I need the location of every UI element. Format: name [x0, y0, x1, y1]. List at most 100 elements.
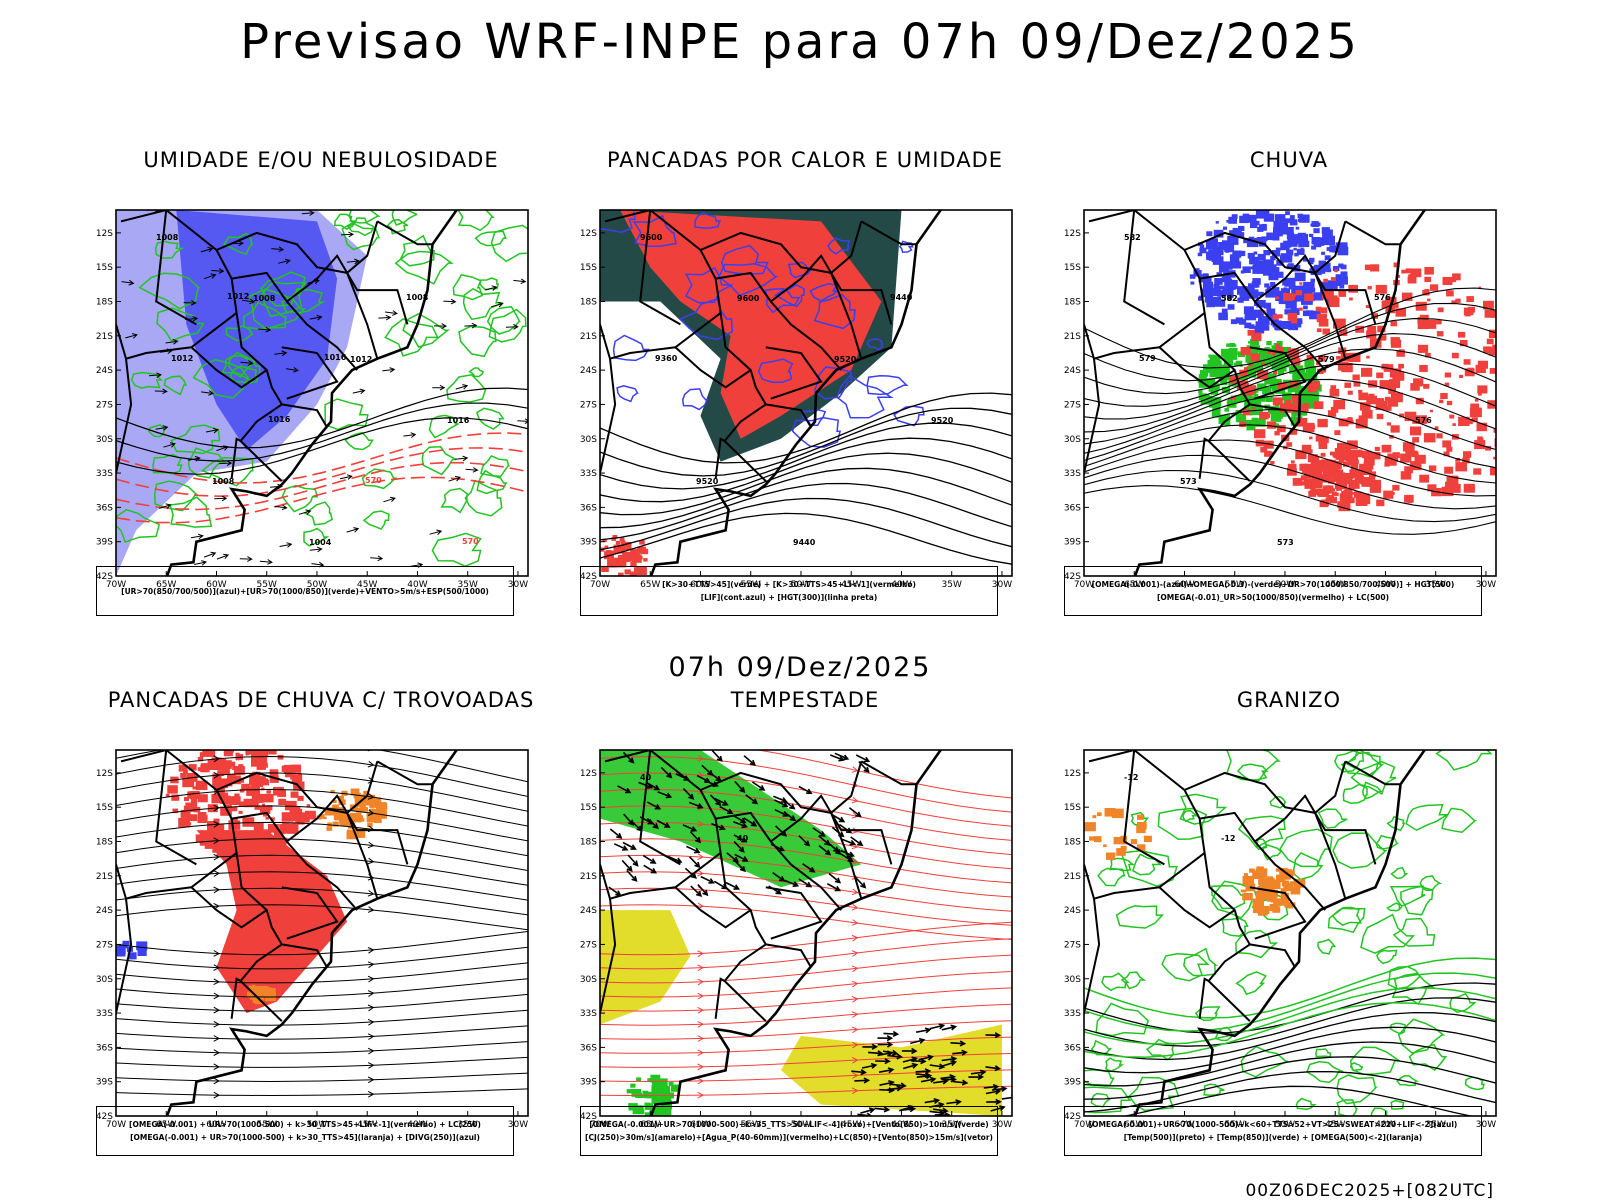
- omega-red-patch: [1367, 286, 1372, 290]
- omega-red-patch: [1392, 484, 1400, 491]
- instability-red-patch: [604, 545, 609, 549]
- convection-red-patch: [228, 820, 241, 830]
- omega500-orange-patch: [1269, 903, 1279, 912]
- omega-blue-patch: [1263, 302, 1272, 309]
- omega-blue-patch: [1254, 325, 1265, 334]
- omega-red-patch: [1310, 464, 1322, 474]
- temp850-contour: [1441, 807, 1477, 833]
- wind850-vector: [924, 1097, 941, 1105]
- omega-blue-patch: [1243, 238, 1250, 244]
- omega-blue-patch: [1258, 224, 1267, 231]
- omega-red-patch: [1475, 364, 1486, 373]
- omega500-orange-patch: [1270, 899, 1275, 903]
- precip-water-streamline: [600, 1036, 1012, 1054]
- wind-vector: [201, 390, 215, 396]
- convection-red-patch: [255, 776, 266, 785]
- omega-blue-patch: [1271, 250, 1281, 257]
- wind-vector: [465, 467, 479, 473]
- wind850-vector: [711, 822, 726, 831]
- humidity-green-contour: [452, 274, 484, 301]
- omega-red-patch: [1339, 329, 1348, 336]
- omega-blue-patch: [1206, 251, 1216, 260]
- omega-blue-patch: [1215, 221, 1219, 224]
- omega-red-patch: [1251, 332, 1262, 341]
- political-border: [155, 750, 197, 866]
- instability-red-patch: [613, 544, 625, 554]
- political-border: [216, 221, 379, 274]
- wind850-vector: [689, 856, 701, 869]
- omega500-orange-patch: [1106, 852, 1116, 860]
- streamline-arrow: [367, 961, 375, 969]
- wind-vector: [216, 445, 229, 452]
- convection-red-patch: [233, 796, 238, 800]
- omega-blue-patch: [1252, 264, 1264, 274]
- wind850-vector: [875, 1058, 891, 1065]
- forecast-map: 404012S15S18S21S24S27S30S33S36S39S42S70W…: [580, 749, 1013, 1128]
- omega-blue-patch: [1280, 288, 1290, 296]
- omega500-orange-patch: [1137, 814, 1144, 820]
- political-border: [125, 852, 238, 900]
- omega-blue-patch: [1224, 277, 1230, 282]
- omega-blue-patch: [1253, 251, 1258, 255]
- omega-red-patch: [1427, 298, 1431, 302]
- omega-red-patch: [1257, 370, 1269, 380]
- omega-blue-patch: [1198, 296, 1204, 301]
- wind850-green-patch: [644, 1112, 650, 1116]
- omega-red-patch: [1512, 436, 1519, 442]
- omega-red-patch: [1446, 290, 1454, 297]
- omega-red-patch: [1246, 385, 1257, 393]
- hgt500-contour: [1084, 424, 1496, 484]
- streamline-arrow: [697, 1063, 705, 1071]
- omega-red-patch: [1504, 337, 1512, 343]
- wind850-vector: [861, 1062, 878, 1069]
- lat-tick-label: 42S: [1064, 1112, 1081, 1122]
- omega-red-patch: [1386, 406, 1392, 411]
- hgt500-contour: [1084, 469, 1496, 523]
- temp850-contour: [1221, 917, 1249, 937]
- omega-red-patch: [1519, 321, 1524, 326]
- streamline: [116, 772, 528, 812]
- wind850-vector: [902, 1062, 919, 1070]
- wind850-vector: [874, 1106, 891, 1113]
- lifted-index-contour: [866, 375, 909, 396]
- convection-red-patch: [195, 780, 208, 791]
- omega-green-patch: [1296, 369, 1306, 376]
- lat-tick-label: 42S: [1064, 572, 1081, 582]
- convection-orange-patch: [338, 799, 346, 806]
- lat-tick-label: 36S: [580, 1043, 597, 1053]
- streamline: [116, 978, 528, 998]
- omega-green-patch: [1235, 360, 1243, 366]
- lon-tick-label: 60W: [206, 1120, 226, 1128]
- lat-tick-label: 18S: [580, 298, 597, 308]
- omega-green-patch: [1224, 407, 1230, 412]
- omega-red-patch: [1348, 417, 1353, 421]
- omega-red-patch: [1318, 442, 1328, 449]
- hgt300-contour: [600, 467, 1012, 529]
- omega-blue-patch: [1194, 268, 1200, 272]
- hgt300-contour: [600, 497, 1012, 551]
- wind-vector: [429, 529, 443, 535]
- omega-green-patch: [1304, 396, 1310, 401]
- streamline-arrow: [697, 1021, 705, 1028]
- omega-red-patch: [1410, 450, 1418, 457]
- omega500-orange-patch: [1262, 869, 1266, 872]
- panel-umidade: UMIDADE E/OU NEBULOSIDADE 1008 1008 1012 10…: [86, 148, 556, 628]
- omega-green-patch: [1226, 343, 1231, 347]
- streamline-arrow: [213, 821, 221, 828]
- wind850-vector: [862, 1043, 879, 1050]
- omega-blue-patch: [1222, 261, 1233, 270]
- convection-orange-patch: [327, 822, 332, 827]
- humidity-green-contour: [468, 367, 484, 378]
- omega500-orange-patch: [1262, 887, 1275, 898]
- convection-red-patch: [262, 829, 272, 836]
- convection-orange-patch: [357, 815, 364, 820]
- omega500-orange-patch: [1104, 808, 1116, 817]
- omega-red-patch: [1338, 444, 1349, 452]
- wind850-vector: [879, 1080, 895, 1087]
- hgt300-contour: [600, 437, 1012, 503]
- lon-tick-label: 70W: [590, 580, 610, 588]
- humidity-green-contour: [324, 398, 369, 431]
- omega500-orange-patch: [1273, 900, 1281, 907]
- omega-green-patch: [1229, 400, 1233, 404]
- omega-red-patch: [1392, 452, 1400, 459]
